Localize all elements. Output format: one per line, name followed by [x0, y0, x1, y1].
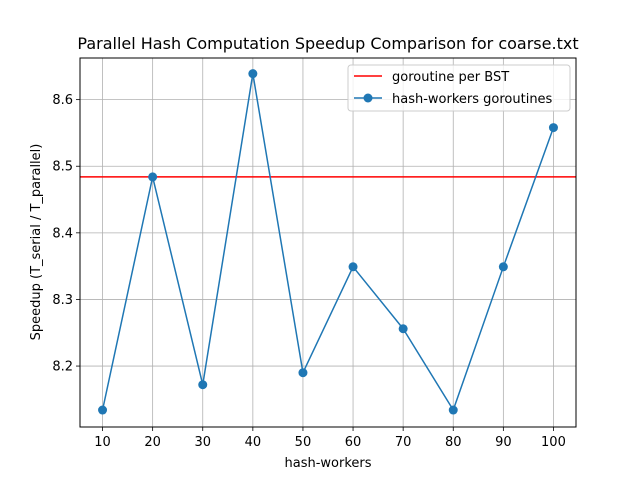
legend-box [347, 64, 571, 112]
plot-frame [79, 57, 577, 428]
x-tick-label: 70 [395, 435, 412, 450]
legend-label-goroutine-per-bst: goroutine per BST [392, 70, 509, 85]
data-point [248, 69, 258, 79]
data-point [548, 123, 558, 133]
x-tick-label: 30 [194, 435, 211, 450]
x-axis-label: hash-workers [284, 456, 371, 471]
data-point [298, 368, 308, 378]
y-tick-label: 8.4 [52, 226, 73, 241]
x-tick-label: 80 [445, 435, 462, 450]
legend: goroutine per BST hash-workers goroutine… [347, 64, 571, 112]
data-point [448, 405, 458, 415]
legend-label-hash-workers: hash-workers goroutines [392, 92, 553, 107]
data-point [348, 262, 358, 272]
data-point [148, 172, 158, 182]
data-point [198, 380, 208, 390]
chart-title: Parallel Hash Computation Speedup Compar… [77, 34, 578, 53]
data-point [398, 324, 408, 334]
series-line-hash-workers [101, 72, 555, 411]
axis-ticks: 10 20 30 40 50 60 70 80 90 100 8.2 8.3 8.4 8.5 8.6 [52, 93, 566, 450]
x-tick-label: 50 [295, 435, 312, 450]
y-tick-label: 8.2 [52, 360, 73, 375]
plot-series [80, 69, 576, 415]
y-tick-label: 8.3 [52, 293, 73, 308]
x-tick-label: 60 [345, 435, 362, 450]
y-tick-label: 8.6 [52, 93, 73, 108]
x-tick-label: 20 [144, 435, 161, 450]
y-axis-label: Speedup (T_serial / T_parallel) [29, 144, 44, 341]
data-point [498, 262, 508, 272]
x-tick-label: 100 [541, 435, 566, 450]
data-point [98, 405, 108, 415]
x-tick-label: 40 [245, 435, 262, 450]
x-tick-label: 90 [495, 435, 512, 450]
grid [80, 58, 576, 427]
x-tick-label: 10 [94, 435, 111, 450]
y-tick-label: 8.5 [52, 160, 73, 175]
legend-marker-hash-workers [363, 93, 373, 103]
